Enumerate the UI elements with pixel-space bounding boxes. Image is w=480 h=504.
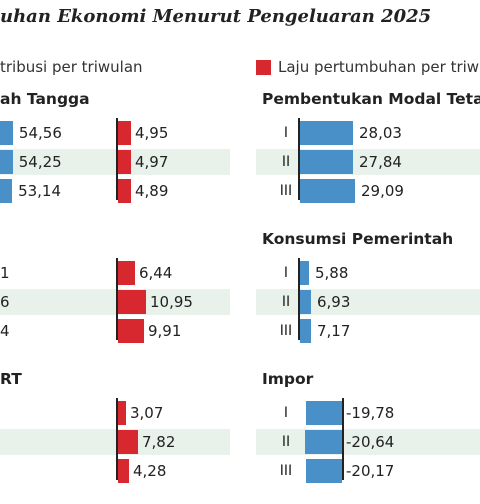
legend-item-contribution: tribusi per triwulan [0, 58, 143, 76]
contribution-label: 5,88 [315, 264, 349, 282]
contribution-bar [300, 319, 311, 343]
contribution-label: -19,78 [346, 404, 395, 422]
contribution-bar [306, 401, 342, 425]
row-band [256, 289, 480, 315]
growth-bar [118, 430, 138, 454]
growth-label: 7,82 [142, 433, 176, 451]
row-band [256, 429, 480, 455]
growth-bar [118, 459, 129, 483]
legend-swatch-growth [256, 59, 271, 75]
growth-bar [118, 290, 146, 314]
axis-line [116, 398, 118, 480]
category-label: III [279, 463, 293, 479]
panel-title: Pembentukan Modal Tetap [262, 90, 480, 108]
contribution-bar [305, 430, 342, 454]
growth-label: 4,95 [135, 124, 169, 142]
category-label: II [281, 294, 291, 310]
panel-title: RT [0, 370, 22, 388]
row-band [0, 149, 230, 175]
axis-line [342, 398, 344, 480]
growth-label: 4,28 [133, 462, 167, 480]
growth-bar [118, 319, 144, 343]
axis-line [298, 118, 300, 200]
contribution-label: 27,84 [359, 153, 402, 171]
contribution-label: 28,03 [359, 124, 402, 142]
contribution-bar [300, 179, 355, 203]
contribution-bar [0, 150, 13, 174]
contribution-bar [300, 121, 353, 145]
contribution-label: 4 [0, 322, 10, 340]
growth-label: 4,97 [135, 153, 169, 171]
growth-bar [118, 179, 131, 203]
contribution-bar [0, 179, 13, 203]
category-label: III [279, 323, 293, 339]
chart-title: uhan Ekonomi Menurut Pengeluaran 2025 [0, 6, 432, 27]
category-label: II [281, 434, 291, 450]
axis-line [116, 258, 118, 340]
category-label: III [279, 183, 293, 199]
growth-bar [118, 150, 131, 174]
growth-label: 10,95 [150, 293, 193, 311]
growth-bar [118, 261, 135, 285]
contribution-label: 53,14 [18, 182, 62, 200]
contribution-label: 54,56 [18, 124, 62, 142]
contribution-label: 7,17 [317, 322, 351, 340]
contribution-label: 6 [0, 293, 10, 311]
contribution-bar [0, 121, 13, 145]
axis-line [298, 258, 300, 340]
panel-title: Impor [262, 370, 314, 388]
panel-title: Konsumsi Pemerintah [262, 230, 454, 248]
contribution-label: -20,17 [346, 462, 395, 480]
growth-bar [118, 121, 131, 145]
category-label: I [283, 405, 289, 421]
row-band [256, 149, 480, 175]
legend-item-growth: Laju pertumbuhan per triwu [256, 58, 480, 76]
category-label: I [283, 125, 289, 141]
contribution-label: -20,64 [346, 433, 395, 451]
contribution-label: 29,09 [361, 182, 404, 200]
panel-title: ah Tangga [0, 90, 90, 108]
row-band [0, 289, 230, 315]
contribution-label: 6,93 [317, 293, 351, 311]
contribution-bar [300, 290, 311, 314]
contribution-bar [300, 261, 309, 285]
contribution-label: 54,25 [18, 153, 62, 171]
contribution-bar [300, 150, 353, 174]
growth-label: 9,91 [148, 322, 182, 340]
axis-line [116, 118, 118, 200]
row-band [0, 429, 230, 455]
growth-label: 6,44 [139, 264, 173, 282]
growth-label: 4,89 [135, 182, 169, 200]
legend-label-growth: Laju pertumbuhan per triwu [278, 58, 480, 76]
category-label: I [283, 265, 289, 281]
legend-label-contribution: tribusi per triwulan [0, 58, 143, 76]
category-label: II [281, 154, 291, 170]
growth-bar [118, 401, 126, 425]
growth-label: 3,07 [130, 404, 164, 422]
contribution-bar [306, 459, 342, 483]
contribution-label: 1 [0, 264, 10, 282]
